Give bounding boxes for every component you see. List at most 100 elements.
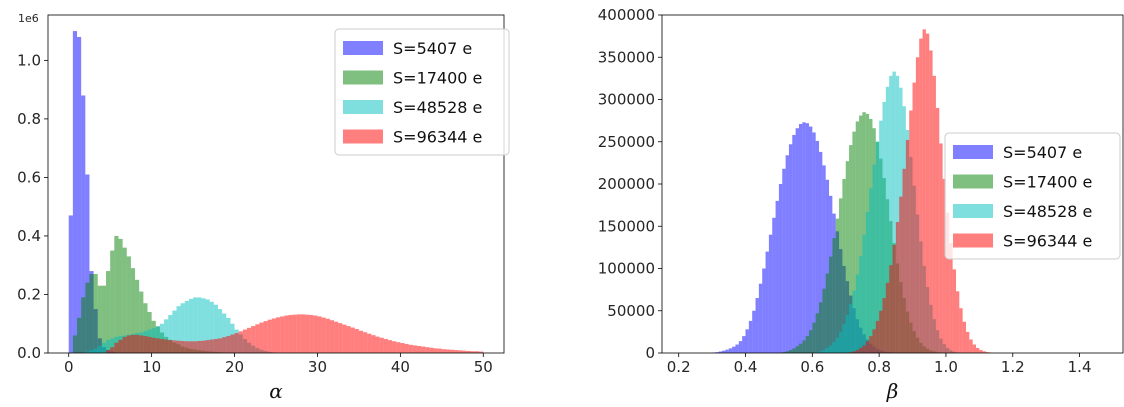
y-tick-label: 0.0 (17, 344, 41, 362)
histogram-bar (454, 350, 459, 353)
histogram-bar (106, 339, 111, 353)
histogram-bar (462, 350, 467, 353)
histogram-bar (408, 344, 413, 353)
histogram-bar (404, 343, 409, 353)
histogram-bar (815, 352, 820, 353)
histogram-bar (288, 314, 293, 353)
histogram-bar (808, 126, 813, 353)
histogram-bar (849, 145, 853, 353)
histogram-bar (862, 234, 866, 353)
histogram-bar (879, 310, 883, 353)
histogram-bar (815, 313, 820, 353)
histogram-bar (742, 336, 746, 353)
y-tick-label: 200000 (598, 175, 655, 193)
histogram-bar (122, 336, 127, 353)
histogram-bar (93, 273, 98, 353)
histogram-bar (969, 339, 973, 353)
histogram-bar (300, 314, 306, 353)
histogram-bar (932, 75, 936, 353)
histogram-bar (143, 336, 148, 353)
histogram-alpha: 0 10 20 30 40 50 0.0 0.2 0.4 0.6 0.8 1.0 1e6 α S=5407 … (17, 12, 510, 403)
histogram-bar (775, 200, 779, 353)
legend-swatch (343, 41, 383, 55)
histogram-bar (217, 338, 223, 353)
y-tick-label: 0.8 (17, 110, 41, 128)
histogram-bar (363, 332, 368, 353)
histogram-bar (184, 300, 189, 353)
y-tick-label: 0.6 (17, 168, 41, 186)
histogram-bar (72, 335, 78, 353)
histogram-bar (748, 320, 753, 353)
histogram-bar (892, 71, 896, 353)
histogram-bar (895, 75, 900, 353)
y-tick-label: 50000 (607, 302, 655, 320)
histogram-bar (334, 321, 339, 353)
histogram-bar (180, 341, 185, 353)
legend: S=5407 e S=17400 e S=48528 e S=96344 e (334, 28, 510, 156)
histogram-bar (872, 164, 876, 353)
histogram-bar (342, 324, 347, 353)
histogram-bar (130, 268, 136, 353)
histogram-bar (383, 338, 388, 353)
x-tick-label: 10 (142, 358, 161, 376)
histogram-bar (201, 340, 206, 353)
histogram-bar (126, 256, 131, 353)
histogram-bar (226, 317, 231, 353)
histogram-bar (882, 298, 886, 353)
histogram-bar (962, 321, 966, 353)
histogram-bar (205, 299, 210, 353)
histogram-bar (450, 349, 455, 353)
histogram-bar (193, 341, 198, 353)
histogram-bar (869, 188, 873, 353)
histogram-bar (85, 282, 90, 353)
histogram-bar (819, 302, 823, 353)
series-4 (845, 29, 993, 353)
histogram-bar (433, 348, 438, 353)
histogram-bar (172, 340, 177, 353)
histogram-bar (222, 313, 227, 353)
histogram-bar (922, 29, 926, 353)
histogram-bar (752, 310, 756, 353)
histogram-bar (792, 134, 796, 353)
histogram-bar (81, 95, 86, 353)
legend: S=5407 e S=17400 e S=48528 e S=96344 e (944, 132, 1121, 260)
y-tick-label: 0.2 (17, 285, 41, 303)
histogram-bar (802, 122, 806, 353)
histogram-bar (892, 244, 896, 353)
histogram-bar (862, 345, 866, 353)
histogram-bar (895, 222, 900, 353)
x-tick-label: 50 (474, 358, 493, 376)
histogram-bar (835, 337, 840, 353)
legend-frame (944, 132, 1121, 260)
histogram-bar (217, 309, 223, 353)
histogram-bar (313, 315, 318, 353)
histogram-bar (788, 144, 793, 353)
histogram-bar (972, 344, 977, 353)
histogram-bar (965, 331, 970, 353)
histogram-bar (955, 291, 960, 353)
histogram-bar (899, 196, 903, 353)
histogram-bar (371, 335, 376, 353)
histogram-bar (238, 331, 243, 353)
histogram-bar (889, 75, 893, 353)
histogram-bar (176, 340, 181, 353)
histogram-bar (184, 341, 189, 353)
histogram-bar (176, 306, 181, 353)
histogram-bar (782, 352, 786, 353)
histogram-bar (778, 184, 783, 353)
histogram-bar (400, 343, 405, 353)
histogram-bar (85, 351, 90, 353)
histogram-bar (296, 314, 301, 353)
histogram-bar (715, 352, 719, 353)
histogram-bar (329, 320, 335, 353)
histogram-bar (915, 57, 920, 353)
histogram-bar (421, 346, 426, 353)
histogram-bar (180, 303, 185, 353)
histogram-bar (795, 128, 799, 353)
histogram-bar (101, 285, 107, 353)
histogram-bar (197, 341, 202, 353)
histogram-bar (829, 345, 833, 353)
histogram-bar (479, 351, 484, 353)
histogram-bar (785, 351, 789, 353)
histogram-bar (213, 304, 218, 353)
